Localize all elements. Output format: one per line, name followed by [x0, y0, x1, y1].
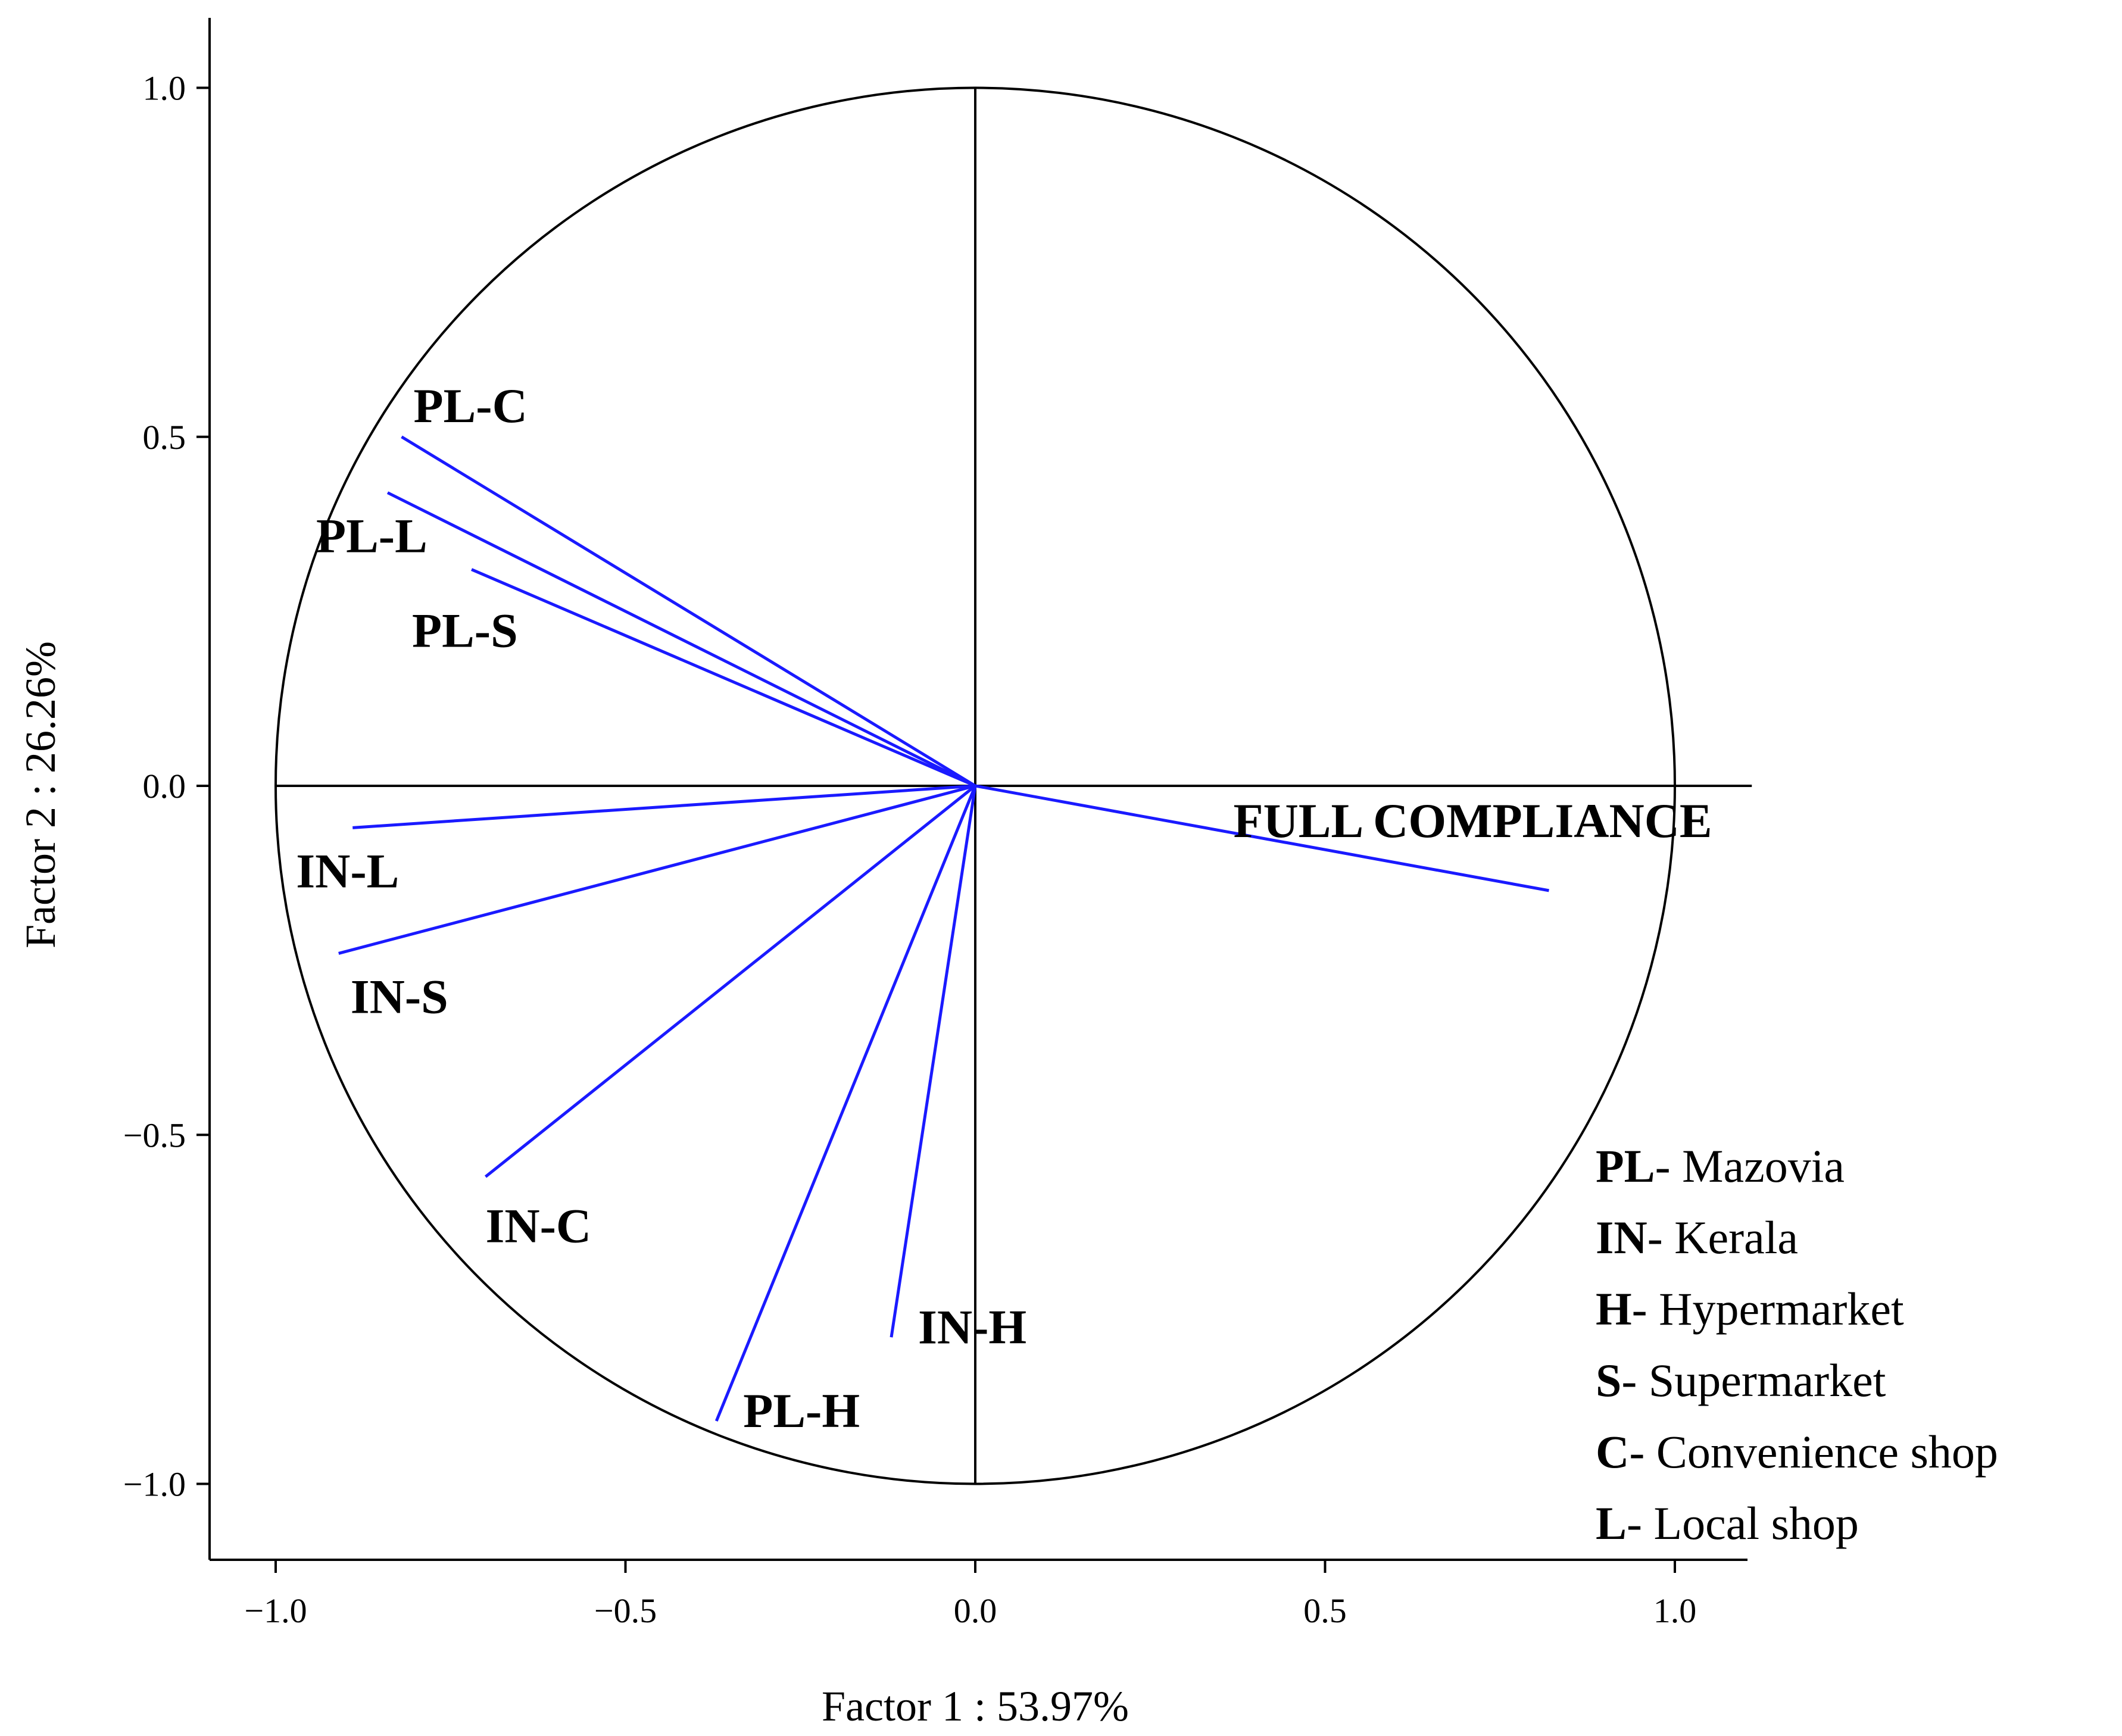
legend-key: C: [1596, 1426, 1629, 1478]
legend-key: S: [1596, 1354, 1621, 1406]
legend-description: - Convenience shop: [1629, 1426, 1998, 1478]
vector-label: IN-H: [918, 1300, 1026, 1354]
loading-vector: [338, 784, 976, 955]
plot-frame: [208, 18, 1747, 1561]
legend-description: - Local shop: [1627, 1497, 1859, 1549]
legend-key: H: [1596, 1283, 1632, 1335]
legend-key: L: [1596, 1497, 1627, 1549]
origin-axes: [276, 88, 1752, 1484]
vector-labels: PL-C PL-L PL-S IN-L IN-S IN-C PL-H IN-H FULL COM…: [296, 379, 1712, 1438]
legend-entry: IN- Kerala: [1596, 1212, 1798, 1263]
x-tick-label: −0.5: [594, 1591, 657, 1630]
y-axis-title: Factor 2 : 26.26%: [17, 641, 64, 948]
x-axis-title: Factor 1 : 53.97%: [822, 1682, 1129, 1730]
loading-vector: [890, 785, 977, 1338]
y-tick-label: 1.0: [143, 69, 186, 108]
loading-vector: [401, 435, 976, 788]
vector-label: IN-L: [296, 844, 399, 898]
y-tick-label: −1.0: [123, 1465, 186, 1504]
x-tick-label: 0.0: [954, 1591, 997, 1630]
vector-label: IN-S: [351, 969, 448, 1023]
legend-key: PL: [1596, 1140, 1655, 1192]
legend-description: - Kerala: [1647, 1212, 1798, 1263]
loading-vector: [471, 568, 976, 788]
legend-description: - Supermarket: [1621, 1354, 1886, 1406]
tick-marks: −1.0 −0.5 0.0 0.5 1.0 1.0 0.5 0.0 −0.5 −1.0: [123, 69, 1696, 1631]
vector-label: PL-H: [743, 1384, 860, 1438]
legend-entry: C- Convenience shop: [1596, 1426, 1998, 1478]
vector-label: IN-C: [486, 1199, 592, 1253]
y-tick-label: −0.5: [123, 1116, 186, 1154]
legend-entry: H- Hypermarket: [1596, 1283, 1904, 1335]
x-tick-label: 1.0: [1653, 1591, 1697, 1630]
loading-vector: [352, 784, 976, 829]
loading-vectors: [338, 435, 1549, 1422]
loading-vector: [386, 491, 976, 788]
loading-vector: [484, 785, 976, 1178]
vector-label: PL-S: [412, 604, 518, 658]
legend-entry: S- Supermarket: [1596, 1354, 1886, 1406]
vector-label: FULL COMPLIANCE: [1234, 794, 1712, 848]
loading-vector: [975, 784, 1549, 892]
vector-label: PL-C: [414, 379, 528, 433]
legend-entry: PL- Mazovia: [1596, 1140, 1845, 1192]
x-tick-label: −1.0: [244, 1591, 307, 1630]
legend-key: IN: [1596, 1212, 1647, 1263]
vector-label: PL-L: [316, 509, 427, 563]
legend-description: - Mazovia: [1655, 1140, 1845, 1192]
x-tick-label: 0.5: [1303, 1591, 1347, 1630]
y-tick-label: 0.5: [143, 418, 186, 457]
legend-description: - Hypermarket: [1632, 1283, 1904, 1335]
loading-vector: [714, 785, 977, 1422]
y-tick-label: 0.0: [143, 767, 186, 805]
legend-entry: L- Local shop: [1596, 1497, 1859, 1549]
